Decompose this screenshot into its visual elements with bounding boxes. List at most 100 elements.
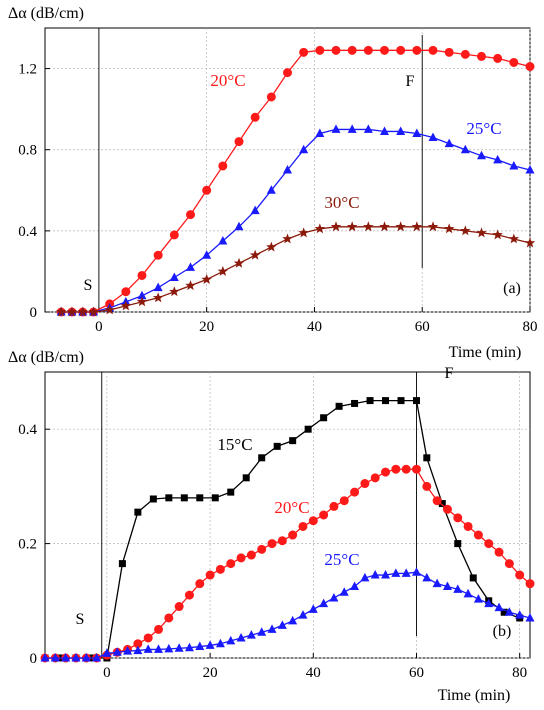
data-point — [315, 128, 325, 137]
data-point — [444, 47, 454, 57]
data-point — [81, 653, 91, 662]
data-point — [432, 496, 442, 506]
data-point — [288, 615, 298, 625]
data-point — [524, 237, 536, 248]
panel-a-series-label-20c: 20°C — [210, 71, 245, 90]
x-tick-label: 80 — [512, 665, 527, 681]
data-point — [169, 272, 179, 282]
data-point — [186, 262, 195, 271]
panel-a-label: (a) — [503, 280, 521, 297]
data-point — [460, 144, 470, 154]
data-point — [217, 265, 229, 276]
data-point — [299, 47, 309, 57]
data-point — [360, 572, 370, 582]
data-point — [422, 481, 432, 491]
data-point — [282, 233, 293, 244]
data-point — [477, 150, 486, 160]
data-point — [257, 544, 267, 554]
data-point — [438, 500, 446, 508]
series-line-0 — [61, 49, 531, 313]
data-point — [396, 45, 406, 55]
data-point — [299, 144, 309, 154]
data-point — [169, 286, 180, 297]
data-point — [298, 521, 308, 531]
data-point — [308, 604, 318, 613]
data-point — [257, 627, 267, 636]
data-point — [205, 570, 215, 580]
panel-a-finish-marker-label: F — [406, 73, 415, 90]
data-point — [61, 653, 71, 662]
data-point — [411, 464, 421, 474]
panel-a-x-axis-label: Time (min) — [449, 344, 522, 361]
data-point — [196, 494, 204, 502]
data-point — [432, 578, 442, 588]
data-point — [154, 624, 164, 634]
data-point — [350, 581, 360, 590]
x-tick-label: 20 — [199, 319, 214, 335]
data-point — [112, 647, 122, 656]
data-point — [493, 53, 503, 63]
data-point — [184, 642, 194, 652]
data-point — [473, 594, 483, 603]
data-point — [397, 397, 405, 405]
data-point — [242, 474, 250, 482]
data-point — [350, 487, 360, 497]
data-point — [143, 633, 153, 643]
data-point — [381, 570, 391, 579]
data-point — [258, 454, 266, 462]
data-point — [411, 567, 421, 576]
data-point — [315, 45, 325, 55]
data-point — [443, 223, 455, 234]
panel-b-label: (b) — [493, 623, 512, 640]
data-point — [234, 221, 244, 231]
data-point — [335, 402, 343, 410]
data-point — [525, 62, 535, 72]
data-point — [477, 51, 486, 61]
data-point — [174, 643, 184, 652]
data-point — [283, 165, 292, 174]
data-point — [509, 57, 519, 67]
y-tick-label: 0.2 — [18, 537, 37, 553]
data-point — [120, 300, 132, 311]
data-point — [500, 608, 508, 616]
data-point — [391, 464, 401, 474]
data-point — [423, 454, 431, 462]
y-tick-label: 0.4 — [18, 422, 37, 438]
data-point — [346, 221, 358, 232]
data-point — [102, 648, 112, 657]
data-point — [134, 508, 142, 516]
data-point — [504, 559, 514, 569]
data-point — [152, 292, 164, 303]
data-point — [339, 496, 349, 506]
data-point — [515, 610, 525, 619]
data-point — [186, 210, 195, 220]
panel-b-grid — [45, 372, 530, 659]
data-point — [330, 221, 342, 232]
panel-a: 0 20 40 60 80 0 0.4 0.8 1.2 Δα (dB/cm) Time (min… — [8, 5, 538, 361]
data-point — [154, 644, 164, 653]
data-point — [226, 559, 236, 569]
data-point — [283, 68, 292, 78]
data-point — [382, 397, 390, 405]
data-point — [273, 442, 281, 450]
data-point — [484, 539, 494, 549]
data-point — [494, 602, 504, 612]
data-point — [370, 473, 380, 483]
data-point — [444, 138, 454, 148]
data-point — [40, 653, 50, 662]
data-point — [304, 425, 312, 433]
data-point — [469, 574, 477, 582]
panel-a-event-lines — [98, 28, 423, 312]
data-point — [412, 45, 422, 55]
data-point — [289, 437, 297, 445]
data-point — [473, 530, 483, 540]
panel-b-series — [40, 397, 535, 663]
data-point — [195, 641, 205, 651]
data-point — [121, 287, 131, 297]
data-point — [351, 399, 359, 407]
panel-a-series-label-30c: 30°C — [324, 193, 359, 212]
data-point — [174, 602, 184, 612]
data-point — [236, 632, 246, 642]
data-point — [169, 230, 179, 240]
x-tick-label: 0 — [95, 319, 103, 335]
